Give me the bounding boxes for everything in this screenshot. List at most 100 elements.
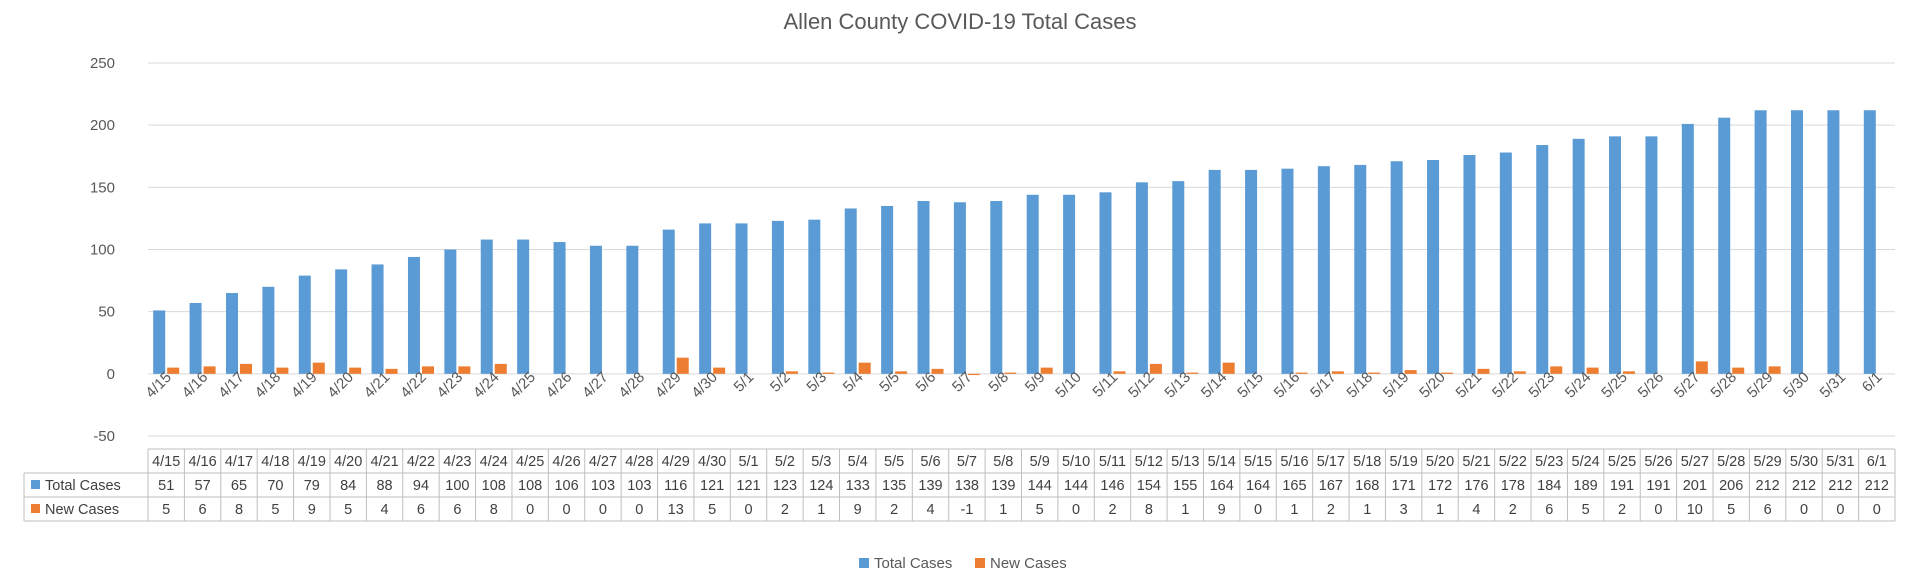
table-header-cell: 5/18 [1353, 454, 1381, 470]
table-value-cell: 5 [162, 502, 170, 518]
table-value-cell: 4 [381, 502, 389, 518]
table-value-cell: 167 [1319, 478, 1343, 494]
legend-swatch-total-cases [859, 558, 869, 568]
table-header-cell: 5/28 [1717, 454, 1745, 470]
table-header-cell: 5/26 [1644, 454, 1672, 470]
table-value-cell: 108 [518, 478, 542, 494]
table-value-cell: 6 [1545, 502, 1553, 518]
total-cases-bar [1427, 159, 1440, 374]
table-value-cell: 84 [340, 478, 356, 494]
total-cases-bar [1827, 110, 1840, 374]
new-cases-bar [458, 366, 471, 374]
category-label: 5/1 [731, 369, 758, 396]
total-cases-bar [1609, 136, 1622, 374]
total-cases-bar [371, 264, 384, 374]
table-header-cell: 4/27 [589, 454, 617, 470]
table-value-cell: 0 [1836, 502, 1844, 518]
table-value-cell: 79 [304, 478, 320, 494]
table-value-cell: 8 [235, 502, 243, 518]
total-cases-bar [917, 201, 930, 374]
total-cases-bar [1681, 123, 1694, 374]
new-cases-bar [1186, 372, 1199, 374]
total-cases-bar [225, 293, 238, 374]
table-value-cell: 2 [1327, 502, 1335, 518]
table-header-cell: 5/1 [738, 454, 758, 470]
table-header-cell: 5/30 [1790, 454, 1818, 470]
table-value-cell: 133 [846, 478, 870, 494]
table-value-cell: 5 [271, 502, 279, 518]
table-header-cell: 4/26 [552, 454, 580, 470]
total-cases-bar [407, 256, 420, 374]
table-value-cell: 2 [781, 502, 789, 518]
new-cases-bar [421, 366, 434, 374]
y-tick-label: 250 [90, 55, 115, 72]
table-header-cell: 5/29 [1753, 454, 1781, 470]
table-value-cell: 0 [635, 502, 643, 518]
total-cases-bar [771, 220, 784, 374]
table-header-cell: 5/4 [848, 454, 868, 470]
y-axis: -50 0 50 100 150 200 250 [90, 55, 115, 445]
category-label: 5/7 [949, 369, 976, 396]
table-value-cell: 0 [599, 502, 607, 518]
table-value-cell: 2 [1108, 502, 1116, 518]
table-header-cell: 4/16 [188, 454, 216, 470]
total-cases-bar [444, 249, 457, 374]
table-header-cell: 4/24 [480, 454, 508, 470]
new-cases-bar [1550, 366, 1563, 374]
table-value-cell: 106 [554, 478, 578, 494]
table-value-cell: 144 [1064, 478, 1088, 494]
table-value-cell: 3 [1400, 502, 1408, 518]
legend-label-total-cases: Total Cases [874, 555, 952, 572]
table-header-cell: 4/22 [407, 454, 435, 470]
y-tick-label: 200 [90, 117, 115, 134]
new-cases-bar [895, 371, 908, 374]
new-cases-bar [494, 363, 507, 374]
table-value-cell: 9 [854, 502, 862, 518]
new-cases-bar [1222, 362, 1235, 374]
new-cases-bar [276, 367, 289, 374]
new-cases-bar [858, 362, 871, 374]
total-cases-bar [1172, 181, 1185, 374]
table-header-cell: 4/17 [225, 454, 253, 470]
total-cases-bar [990, 201, 1003, 374]
table-value-cell: 0 [1873, 502, 1881, 518]
table-header-cell: 5/11 [1099, 454, 1126, 470]
new-cases-bar [1623, 371, 1636, 374]
table-value-cell: 168 [1355, 478, 1379, 494]
new-cases-bar [349, 367, 362, 374]
table-value-cell: 191 [1610, 478, 1634, 494]
total-cases-bar [1099, 192, 1112, 374]
table-value-cell: 1 [1181, 502, 1189, 518]
table-value-cell: 121 [700, 478, 724, 494]
table-value-cell: 0 [1072, 502, 1080, 518]
table-header-cell: 5/10 [1062, 454, 1090, 470]
category-label: 6/1 [1859, 369, 1886, 396]
table-value-cell: 0 [1800, 502, 1808, 518]
table-header-cell: 5/16 [1280, 454, 1308, 470]
chart-title: Allen County COVID-19 Total Cases [784, 9, 1137, 34]
new-cases-bar [1586, 367, 1599, 374]
table-value-cell: 189 [1574, 478, 1598, 494]
total-cases-bar [953, 202, 966, 374]
total-cases-bar [844, 208, 857, 374]
table-value-cell: 184 [1537, 478, 1561, 494]
total-cases-bar [1281, 168, 1294, 374]
new-cases-bar [312, 362, 325, 374]
table-value-cell: 5 [1727, 502, 1735, 518]
table-value-cell: 206 [1719, 478, 1743, 494]
table-value-cell: 65 [231, 478, 247, 494]
table-header-cell: 4/19 [298, 454, 326, 470]
total-cases-bar [480, 239, 493, 374]
table-value-cell: 2 [890, 502, 898, 518]
table-value-cell: 1 [1363, 502, 1371, 518]
table-value-cell: 57 [195, 478, 211, 494]
table-series-key [31, 480, 40, 489]
table-value-cell: 1 [999, 502, 1007, 518]
new-cases-bar [713, 367, 726, 374]
new-cases-bar [1004, 372, 1017, 374]
table-value-cell: 108 [482, 478, 506, 494]
total-cases-bar [335, 269, 348, 374]
table-value-cell: 121 [736, 478, 760, 494]
legend: Total Cases New Cases [859, 555, 1067, 572]
new-cases-bar [1295, 372, 1308, 374]
